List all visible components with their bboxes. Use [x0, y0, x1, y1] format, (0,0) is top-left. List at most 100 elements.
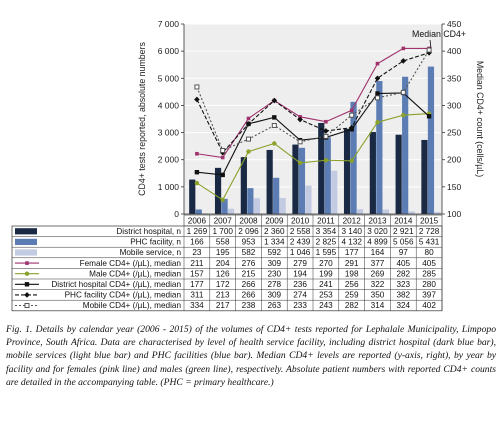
table-row-mobile-cd4-l-median-legend-marker [24, 303, 30, 308]
point-mobile-cd4-l-median-2012 [349, 112, 355, 118]
table-row-mobile-service-n-cell-2007: 195 [216, 248, 230, 257]
table-row-district-hospital-n-cell-2015: 2 728 [419, 227, 440, 236]
bar-mobile-service-n-2012 [356, 209, 364, 214]
bar-district-hospital-n-2008 [240, 157, 247, 214]
table-row-phc-facility-n-cell-2007: 558 [216, 238, 230, 247]
table-row-phc-facility-cd4-l-median-cell-2007: 213 [216, 291, 230, 300]
table-row-male-cd4-l-median-cell-2013: 269 [371, 269, 385, 278]
table-row-phc-facility-n-legend-swatch [15, 238, 37, 245]
bar-district-hospital-n-2007 [214, 167, 222, 214]
right-tick-label: 200 [447, 155, 461, 165]
table-row-district-hospital-cd4-l-median-legend-marker [24, 282, 30, 287]
bar-phc-facility-n-2010 [298, 147, 306, 214]
table-row-female-cd4-l-median-legend-marker [25, 261, 29, 265]
table-row-mobile-service-n-label: Mobile service, n [120, 248, 182, 257]
point-female-cd4-l-median-2006 [195, 151, 199, 156]
right-tick-label: 100 [447, 209, 461, 219]
bar-mobile-service-n-2008 [253, 198, 260, 214]
point-phc-facility-cd4-l-median-2013 [374, 75, 381, 82]
table-row-phc-facility-cd4-l-median-cell-2014: 382 [396, 291, 410, 300]
point-mobile-cd4-l-median-2007 [220, 147, 226, 153]
right-tick-label: 450 [447, 19, 461, 29]
left-tick-label: 2 000 [158, 155, 180, 165]
table-row-district-hospital-n-cell-2012: 3 140 [341, 227, 362, 236]
table-row-district-hospital-cd4-l-median-cell-2013: 322 [371, 280, 385, 289]
line-series-group [194, 46, 432, 203]
point-district-hospital-cd4-l-median-2013 [375, 91, 380, 96]
right-tick-label: 400 [447, 46, 461, 56]
point-male-cd4-l-median-2007 [220, 197, 225, 203]
point-male-cd4-l-median-2011 [323, 158, 329, 163]
line-phc-facility-cd4-l-median [196, 52, 430, 154]
table-row-female-cd4-l-median-cell-2015: 405 [422, 259, 436, 268]
table-row-female-cd4-l-median-label: Female CD4+ (/µL), median [80, 259, 182, 268]
bar-mobile-service-n-2009 [279, 197, 286, 214]
point-female-cd4-l-median-2013 [375, 61, 380, 66]
bar-district-hospital-n-2013 [369, 132, 376, 214]
point-phc-facility-cd4-l-median-2006 [194, 96, 200, 103]
table-row-mobile-cd4-l-median-label: Mobile CD4+ (/µL), median [83, 301, 182, 310]
point-male-cd4-l-median-2006 [194, 180, 200, 186]
table-row-phc-facility-n-cell-2006: 166 [190, 238, 204, 247]
point-female-cd4-l-median-2008 [246, 116, 251, 121]
table-row-mobile-service-n-cell-2013: 164 [371, 248, 385, 257]
left-tick-label: 4 000 [158, 100, 180, 110]
table-row-district-hospital-cd4-l-median-cell-2007: 172 [216, 280, 230, 289]
table-row-phc-facility-cd4-l-median-cell-2008: 266 [242, 291, 256, 300]
table-row-phc-facility-n-cell-2014: 5 056 [393, 238, 414, 247]
table-row-district-hospital-n-cell-2013: 3 020 [367, 227, 388, 236]
point-mobile-cd4-l-median-2010 [297, 139, 303, 145]
table-row-phc-facility-n-cell-2012: 4 132 [341, 238, 362, 247]
point-mobile-cd4-l-median-2006 [194, 84, 200, 90]
bar-district-hospital-n-2014 [395, 134, 402, 214]
left-tick-label: 1 000 [158, 182, 180, 192]
bar-phc-facility-n-2008 [247, 188, 254, 214]
table-row-mobile-cd4-l-median-cell-2007: 217 [216, 301, 230, 310]
right-tick-label: 150 [447, 182, 461, 192]
table-row-district-hospital-cd4-l-median-cell-2006: 177 [190, 280, 204, 289]
table-row-mobile-service-n-cell-2014: 97 [399, 248, 409, 257]
bar-phc-facility-n-2009 [273, 177, 280, 214]
table-row-male-cd4-l-median-label: Male CD4+ (/µL), median [89, 269, 181, 278]
bar-mobile-service-n-2015 [434, 211, 441, 214]
table-row-female-cd4-l-median-cell-2013: 377 [371, 259, 385, 268]
point-mobile-cd4-l-median-2015 [426, 47, 432, 53]
table-row-female-cd4-l-median-cell-2008: 276 [242, 259, 256, 268]
annotation-group: Median CD4+ [412, 29, 466, 49]
table-row-male-cd4-l-median-cell-2015: 285 [422, 269, 436, 278]
point-district-hospital-cd4-l-median-2007 [220, 172, 225, 178]
bar-phc-facility-n-2011 [324, 137, 331, 214]
bar-mobile-service-n-2007 [227, 208, 235, 214]
table-row-mobile-service-n-cell-2006: 23 [192, 248, 202, 257]
table-row-district-hospital-n-cell-2010: 2 558 [290, 227, 311, 236]
year-label: 2007 [214, 216, 233, 225]
table-row-phc-facility-cd4-l-median-cell-2009: 309 [267, 291, 281, 300]
table-row-phc-facility-n-cell-2011: 2 825 [316, 238, 337, 247]
table-row-phc-facility-cd4-l-median-cell-2011: 253 [319, 291, 333, 300]
table-row-district-hospital-n-legend-swatch [15, 228, 37, 235]
table-row-female-cd4-l-median-cell-2012: 291 [345, 259, 359, 268]
left-tick-label: 0 [174, 209, 179, 219]
table-row-mobile-cd4-l-median-cell-2006: 334 [190, 301, 204, 310]
line-mobile-cd4-l-median [196, 49, 430, 152]
year-label: 2011 [317, 216, 335, 225]
annotation-leader-line [429, 39, 432, 49]
table-row-phc-facility-n-label: PHC facility, n [130, 238, 181, 247]
left-tick-label: 6 000 [158, 46, 180, 56]
bar-mobile-service-n-2013 [382, 209, 389, 214]
table-row-phc-facility-n-cell-2015: 5 431 [419, 238, 440, 247]
figure-caption: Fig. 1. Details by calendar year (2006 -… [6, 324, 496, 388]
axes-group: 0 1 000 2 000 3 000 4 000 5 000 6 000 7 000 100 1… [137, 19, 485, 219]
table-row-phc-facility-cd4-l-median-cell-2015: 397 [422, 291, 436, 300]
table-row-district-hospital-cd4-l-median-cell-2014: 323 [396, 280, 410, 289]
point-male-cd4-l-median-2012 [349, 158, 354, 163]
year-label: 2010 [291, 216, 310, 225]
table-row-district-hospital-cd4-l-median-cell-2009: 278 [267, 280, 281, 289]
right-tick-label: 350 [447, 73, 461, 83]
table-row-male-cd4-l-median-cell-2011: 199 [319, 269, 333, 278]
year-label: 2015 [420, 216, 439, 225]
table-row-mobile-cd4-l-median-cell-2014: 324 [396, 301, 410, 310]
year-label: 2009 [265, 216, 284, 225]
point-phc-facility-cd4-l-median-2010 [297, 116, 303, 123]
right-tick-label: 300 [447, 100, 461, 110]
